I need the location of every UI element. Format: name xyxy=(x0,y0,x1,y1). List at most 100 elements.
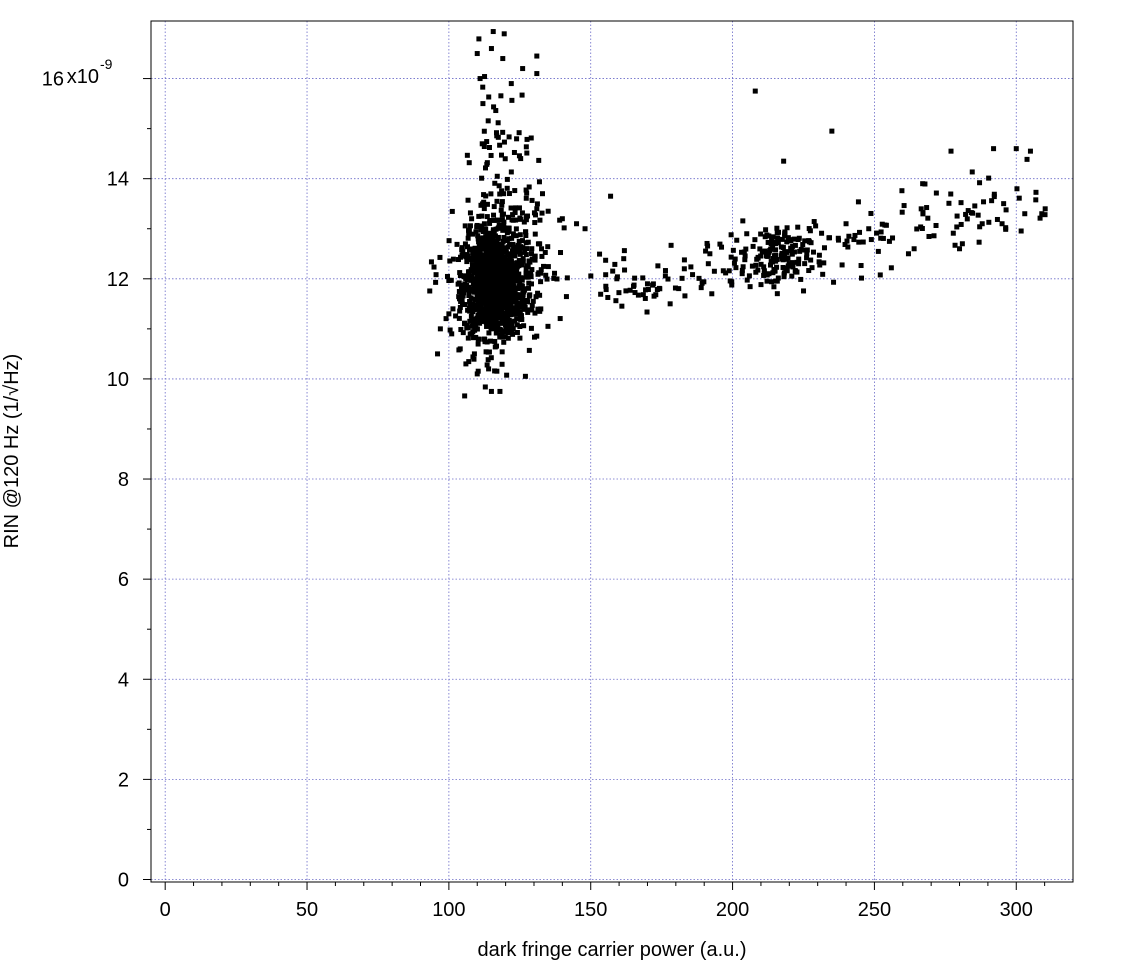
scatter-point xyxy=(1037,215,1043,221)
scatter-point xyxy=(482,259,488,265)
scatter-point xyxy=(720,268,726,274)
scatter-point xyxy=(476,336,482,342)
scatter-point xyxy=(752,88,758,94)
scatter-point xyxy=(475,306,481,312)
scatter-point xyxy=(492,324,498,330)
scatter-point xyxy=(513,233,519,239)
scatter-point xyxy=(994,216,1000,222)
plot-background xyxy=(151,21,1073,882)
scatter-point xyxy=(519,316,525,322)
scatter-point xyxy=(500,129,506,135)
scatter-point xyxy=(888,265,894,271)
scatter-point xyxy=(499,334,505,340)
scatter-point xyxy=(527,259,533,265)
scatter-point xyxy=(501,339,507,345)
scatter-point xyxy=(528,270,534,276)
scatter-point xyxy=(470,281,476,287)
scatter-point xyxy=(486,237,492,243)
scatter-point xyxy=(498,207,504,213)
scatter-point xyxy=(473,334,479,340)
scatter-point xyxy=(500,260,506,266)
scatter-point xyxy=(449,331,455,337)
scatter-point xyxy=(496,183,502,189)
scatter-point xyxy=(471,307,477,313)
scatter-point xyxy=(981,199,987,205)
scatter-point xyxy=(478,305,484,311)
scatter-point xyxy=(535,306,541,312)
scatter-point xyxy=(999,221,1005,227)
scatter-point xyxy=(467,256,473,262)
scatter-point xyxy=(477,250,483,256)
scatter-point xyxy=(481,128,487,134)
scatter-point xyxy=(839,262,845,268)
scatter-point xyxy=(764,253,770,259)
scatter-point xyxy=(459,282,465,288)
scatter-point xyxy=(761,272,767,278)
scatter-point xyxy=(827,235,833,241)
scatter-point xyxy=(499,199,505,205)
scatter-point xyxy=(517,295,523,301)
scatter-point xyxy=(773,247,779,253)
scatter-point xyxy=(764,272,770,278)
scatter-point xyxy=(501,295,507,301)
scatter-point xyxy=(640,275,646,281)
scatter-point xyxy=(508,292,514,298)
scatter-point xyxy=(487,220,493,226)
scatter-point xyxy=(752,237,758,243)
scatter-point xyxy=(490,315,496,321)
scatter-point xyxy=(501,191,507,197)
scatter-point xyxy=(787,263,793,269)
scatter-point xyxy=(535,241,541,247)
scatter-point xyxy=(1003,207,1009,213)
scatter-point xyxy=(494,173,500,179)
scatter-point xyxy=(446,311,452,317)
scatter-point xyxy=(703,248,709,254)
scatter-point xyxy=(474,258,480,264)
scatter-point xyxy=(465,335,471,341)
scatter-point xyxy=(473,267,479,273)
scatter-point xyxy=(521,323,527,329)
scatter-point xyxy=(492,310,498,316)
scatter-point xyxy=(524,214,530,220)
scatter-point xyxy=(868,237,874,243)
scatter-point xyxy=(541,263,547,269)
scatter-point xyxy=(856,239,862,245)
scatter-point xyxy=(534,201,540,207)
scatter-point xyxy=(532,257,538,263)
scatter-point xyxy=(511,271,517,277)
scatter-point xyxy=(782,253,788,259)
scatter-point xyxy=(608,193,614,199)
scatter-point xyxy=(914,226,920,232)
scatter-point xyxy=(499,330,505,336)
scatter-point xyxy=(726,268,732,274)
y-tick-label: 10 xyxy=(107,369,129,391)
scatter-point xyxy=(497,223,503,229)
scatter-point xyxy=(488,303,494,309)
scatter-point xyxy=(475,341,481,347)
scatter-point xyxy=(779,256,785,262)
scatter-point xyxy=(784,225,790,231)
scatter-point xyxy=(517,232,523,238)
scatter-point xyxy=(473,249,479,255)
scatter-point xyxy=(486,267,492,273)
scatter-point xyxy=(478,276,484,282)
scatter-point xyxy=(484,311,490,317)
scatter-point xyxy=(497,142,503,148)
scatter-point xyxy=(879,221,885,227)
scatter-point xyxy=(510,326,516,332)
scatter-point xyxy=(500,257,506,263)
scatter-point xyxy=(525,309,531,315)
scatter-point xyxy=(516,283,522,289)
scatter-point xyxy=(640,292,646,298)
scatter-point xyxy=(525,274,531,280)
scatter-point xyxy=(753,262,759,268)
scatter-point xyxy=(507,275,513,281)
scatter-point xyxy=(731,260,737,266)
scatter-point xyxy=(467,246,473,252)
scatter-point xyxy=(844,238,850,244)
scatter-point xyxy=(643,287,649,293)
y-tick-label: 12 xyxy=(107,269,129,291)
scatter-point xyxy=(536,157,542,163)
scatter-point xyxy=(499,152,505,158)
scatter-point xyxy=(479,213,485,219)
